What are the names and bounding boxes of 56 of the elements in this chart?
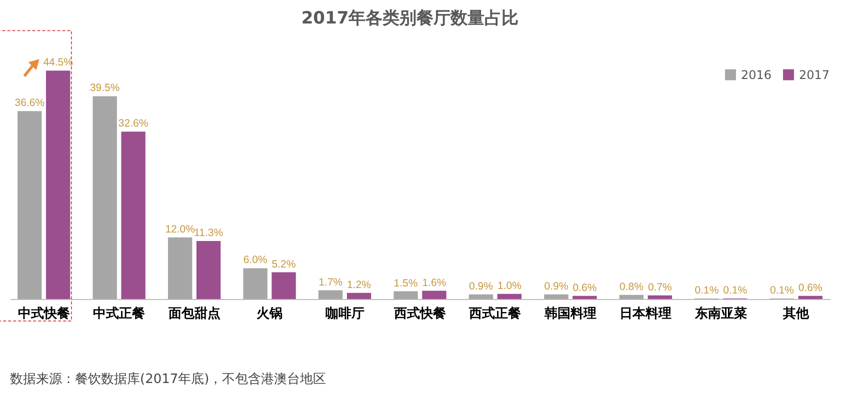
bar bbox=[272, 272, 296, 299]
bar bbox=[422, 290, 446, 299]
data-label: 5.2% bbox=[272, 258, 296, 270]
bar bbox=[92, 96, 117, 299]
bar bbox=[243, 268, 268, 299]
data-label: 0.6% bbox=[798, 282, 822, 294]
data-label: 0.6% bbox=[572, 282, 597, 294]
data-label: 39.5% bbox=[90, 82, 120, 94]
data-label: 0.9% bbox=[469, 280, 493, 292]
data-label: 0.1% bbox=[694, 284, 719, 296]
bar bbox=[572, 296, 597, 299]
bar bbox=[168, 237, 192, 299]
bar bbox=[18, 111, 42, 299]
x-tick-label: 韩国料理 bbox=[543, 306, 596, 322]
x-tick-label: 中式快餐 bbox=[18, 306, 70, 322]
bar bbox=[497, 294, 522, 299]
bar bbox=[468, 294, 494, 299]
data-label: 12.0% bbox=[165, 223, 195, 236]
x-tick-label: 日本料理 bbox=[620, 306, 672, 322]
bar bbox=[196, 240, 221, 299]
data-label: 1.0% bbox=[497, 280, 522, 292]
x-tick-label: 中式正餐 bbox=[93, 306, 146, 322]
bar bbox=[798, 296, 822, 299]
data-label: 44.5% bbox=[43, 56, 73, 69]
bar bbox=[544, 294, 568, 299]
data-label: 0.1% bbox=[723, 284, 748, 296]
x-tick-label: 咖啡厅 bbox=[325, 306, 364, 322]
bar bbox=[394, 291, 418, 299]
data-label: 36.6% bbox=[14, 97, 45, 110]
x-tick-label: 面包甜点 bbox=[167, 306, 220, 322]
data-label: 1.2% bbox=[347, 278, 371, 291]
legend-label: 2017 bbox=[799, 68, 830, 82]
bar bbox=[121, 132, 146, 299]
data-label: 6.0% bbox=[243, 254, 268, 266]
data-label: 1.7% bbox=[318, 276, 343, 288]
x-tick-label: 西式正餐 bbox=[468, 306, 522, 322]
bar bbox=[318, 290, 343, 299]
bar bbox=[46, 70, 70, 299]
data-label: 0.8% bbox=[619, 280, 644, 293]
x-tick-label: 其他 bbox=[782, 306, 810, 322]
data-label: 0.9% bbox=[544, 280, 568, 292]
x-tick-label: 西式快餐 bbox=[393, 306, 446, 322]
data-label: 11.3% bbox=[194, 226, 224, 239]
x-tick-label: 东南亚菜 bbox=[694, 306, 747, 322]
bar bbox=[648, 295, 672, 299]
data-label: 1.5% bbox=[394, 277, 418, 290]
chart-title: 2017年各类别餐厅数量占比 bbox=[301, 8, 519, 29]
source-note: 数据来源：餐饮数据库(2017年底)，不包含港澳台地区 bbox=[10, 371, 326, 388]
data-label: 32.6% bbox=[118, 118, 148, 130]
legend-label: 2016 bbox=[741, 68, 772, 82]
x-tick-label: 火锅 bbox=[256, 306, 283, 322]
data-label: 1.6% bbox=[422, 276, 446, 289]
data-label: 0.1% bbox=[770, 284, 794, 296]
bar bbox=[346, 292, 372, 299]
data-label: 0.7% bbox=[648, 281, 672, 294]
bar bbox=[619, 294, 644, 299]
